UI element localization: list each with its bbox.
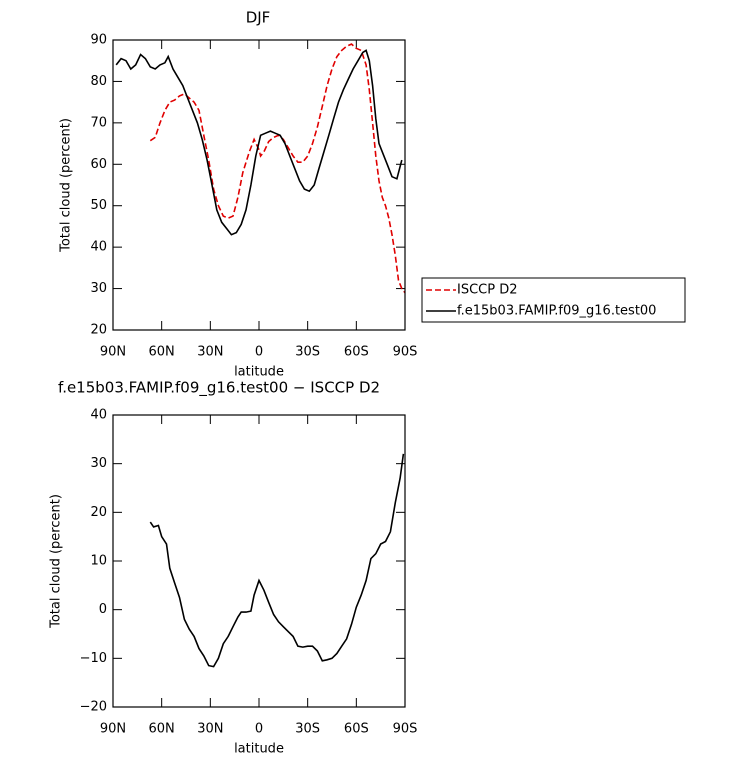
- x-tick-label: 0: [255, 345, 263, 360]
- x-tick-label: 30S: [295, 345, 320, 360]
- y-tick-label: 50: [90, 198, 107, 213]
- chart-title: f.e15b03.FAMIP.f09_g16.test00 − ISCCP D2: [58, 379, 380, 398]
- plot-frame: [112, 39, 406, 331]
- y-tick-label: −10: [80, 651, 107, 666]
- y-axis-label: Total cloud (percent): [49, 494, 64, 629]
- y-tick-label: −20: [80, 700, 107, 715]
- panel: DJF latitude Total cloud (percent) 20 30 40 50…: [59, 9, 686, 380]
- panel: f.e15b03.FAMIP.f09_g16.test00 − ISCCP D2…: [49, 379, 418, 757]
- legend-box: [421, 277, 686, 323]
- x-tick-label: 90S: [393, 722, 418, 737]
- y-tick-label: 70: [90, 115, 107, 130]
- y-tick-label: 20: [90, 505, 107, 520]
- x-tick-label: 30S: [295, 722, 320, 737]
- x-tick-label: 90N: [100, 722, 126, 737]
- y-tick-label: 60: [90, 157, 107, 172]
- x-tick-label: 90N: [100, 345, 126, 360]
- x-axis-label: latitude: [234, 742, 284, 757]
- data-line: [149, 43, 406, 294]
- x-tick-label: 60S: [344, 345, 369, 360]
- y-tick-label: 80: [90, 74, 107, 89]
- y-tick-label: 30: [90, 456, 107, 471]
- data-line: [149, 453, 405, 668]
- x-tick-label: 30N: [197, 345, 223, 360]
- legend-label: ISCCP D2: [457, 283, 518, 298]
- y-tick-label: 30: [90, 281, 107, 296]
- data-line: [115, 49, 403, 236]
- x-tick-label: 0: [255, 722, 263, 737]
- y-tick-label: 20: [90, 323, 107, 338]
- y-tick-label: 10: [90, 554, 107, 569]
- plot-frame: [112, 414, 406, 708]
- chart-title: DJF: [246, 9, 271, 27]
- y-tick-label: 40: [90, 240, 107, 255]
- x-tick-label: 60S: [344, 722, 369, 737]
- x-tick-label: 90S: [393, 345, 418, 360]
- legend-label: f.e15b03.FAMIP.f09_g16.test00: [457, 304, 656, 319]
- x-tick-label: 30N: [197, 722, 223, 737]
- y-tick-label: 40: [90, 408, 107, 423]
- y-axis-label: Total cloud (percent): [59, 118, 74, 253]
- y-tick-label: 0: [99, 602, 107, 617]
- x-tick-label: 60N: [149, 722, 175, 737]
- y-tick-label: 90: [90, 33, 107, 48]
- x-axis-label: latitude: [234, 365, 284, 380]
- x-tick-label: 60N: [149, 345, 175, 360]
